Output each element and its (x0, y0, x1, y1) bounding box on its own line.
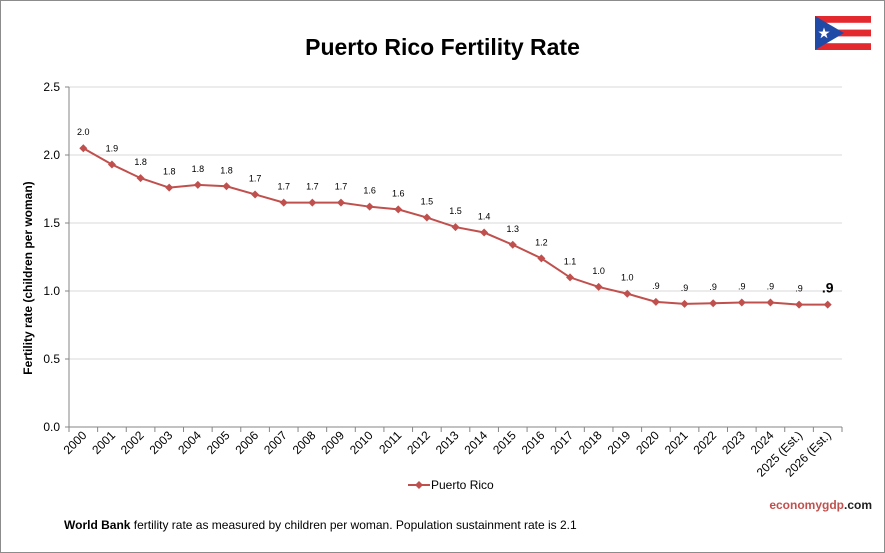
y-tick-label: 1.5 (43, 216, 60, 230)
data-label: 1.8 (220, 165, 233, 175)
x-tick-label: 2013 (433, 428, 462, 457)
data-point (279, 198, 288, 207)
data-point (251, 190, 260, 199)
x-tick-label: 2002 (118, 428, 147, 457)
chart-title: Puerto Rico Fertility Rate (305, 34, 580, 60)
data-label: 1.4 (478, 212, 491, 222)
data-label: 1.7 (249, 173, 262, 183)
data-label: 1.8 (163, 167, 176, 177)
x-tick-label: 2015 (490, 428, 519, 457)
data-point (737, 298, 746, 307)
data-label: 1.6 (363, 186, 376, 196)
footer-note: World Bank fertility rate as measured by… (64, 518, 577, 532)
data-label: .9 (738, 282, 746, 292)
x-tick-label: 2018 (576, 428, 605, 457)
data-label: 1.6 (392, 188, 405, 198)
data-label: 2.0 (77, 127, 90, 137)
data-label: .9 (767, 282, 775, 292)
data-point (766, 298, 775, 307)
data-point (165, 183, 174, 192)
data-point (623, 289, 632, 298)
data-label: 1.3 (507, 224, 520, 234)
y-tick-label: 0.0 (43, 420, 60, 434)
data-label: .9 (709, 282, 717, 292)
data-label: 1.7 (335, 182, 348, 192)
data-point (394, 205, 403, 214)
y-tick-label: 2.0 (43, 148, 60, 162)
data-point (365, 202, 374, 211)
data-label: .9 (652, 281, 660, 291)
data-point (136, 174, 145, 183)
data-point (795, 300, 804, 309)
data-point (537, 254, 546, 263)
data-point (193, 180, 202, 189)
data-point (651, 297, 660, 306)
x-tick-label: 2022 (691, 428, 720, 457)
data-point (79, 144, 88, 153)
x-tick-label: 2011 (376, 428, 404, 456)
x-tick-label: 2004 (175, 428, 204, 457)
data-label: 1.8 (134, 157, 147, 167)
x-tick-label: 2014 (461, 428, 490, 457)
data-label: 1.7 (306, 182, 319, 192)
x-tick-label: 2017 (547, 428, 576, 457)
data-label: 1.1 (564, 256, 577, 266)
data-label: 1.8 (192, 164, 205, 174)
x-tick-label: 2023 (719, 428, 748, 457)
y-tick-label: 0.5 (43, 352, 60, 366)
x-tick-label: 2005 (204, 428, 233, 457)
x-tick-label: 2001 (89, 428, 118, 457)
x-tick-label: 2016 (519, 428, 548, 457)
x-tick-label: 2012 (404, 428, 433, 457)
x-tick-label: 2010 (347, 428, 376, 457)
brand-part2: .com (843, 498, 872, 512)
data-label: 1.0 (592, 266, 605, 276)
data-label: .9 (822, 280, 834, 296)
data-label: .9 (681, 283, 689, 293)
data-point (594, 282, 603, 291)
x-tick-label: 2019 (605, 428, 634, 457)
data-label: 1.5 (449, 206, 462, 216)
x-tick-label: 2003 (147, 428, 176, 457)
footer-text: fertility rate as measured by children p… (130, 518, 577, 532)
data-point (222, 182, 231, 191)
data-label: .9 (795, 284, 803, 294)
brand-watermark[interactable]: economygdp.com (769, 498, 872, 512)
data-label: 1.5 (421, 197, 434, 207)
data-point (308, 198, 317, 207)
x-tick-label: 2008 (290, 428, 319, 457)
x-tick-label: 2000 (61, 428, 90, 457)
legend-label: Puerto Rico (431, 478, 494, 492)
data-point (451, 223, 460, 232)
footer-source: World Bank (64, 518, 131, 532)
data-point (480, 228, 489, 237)
x-tick-label: 2006 (232, 428, 261, 457)
data-point (107, 160, 116, 169)
legend-marker (415, 481, 423, 489)
data-point (566, 273, 575, 282)
x-tick-label: 2020 (633, 428, 662, 457)
data-point (422, 213, 431, 222)
data-point (336, 198, 345, 207)
y-tick-label: 1.0 (43, 284, 60, 298)
data-label: 1.2 (535, 237, 548, 247)
x-tick-label: 2007 (261, 428, 290, 457)
puerto-rico-flag-icon (815, 16, 871, 50)
y-tick-label: 2.5 (43, 80, 60, 94)
data-label: 1.7 (277, 182, 290, 192)
data-point (508, 240, 517, 249)
data-point (823, 300, 832, 309)
data-label: 1.0 (621, 273, 634, 283)
x-tick-label: 2009 (318, 428, 347, 457)
data-label: 1.9 (106, 144, 119, 154)
brand-part1: economygdp (769, 498, 844, 512)
x-tick-label: 2021 (662, 428, 691, 457)
data-point (709, 299, 718, 308)
data-point (680, 299, 689, 308)
